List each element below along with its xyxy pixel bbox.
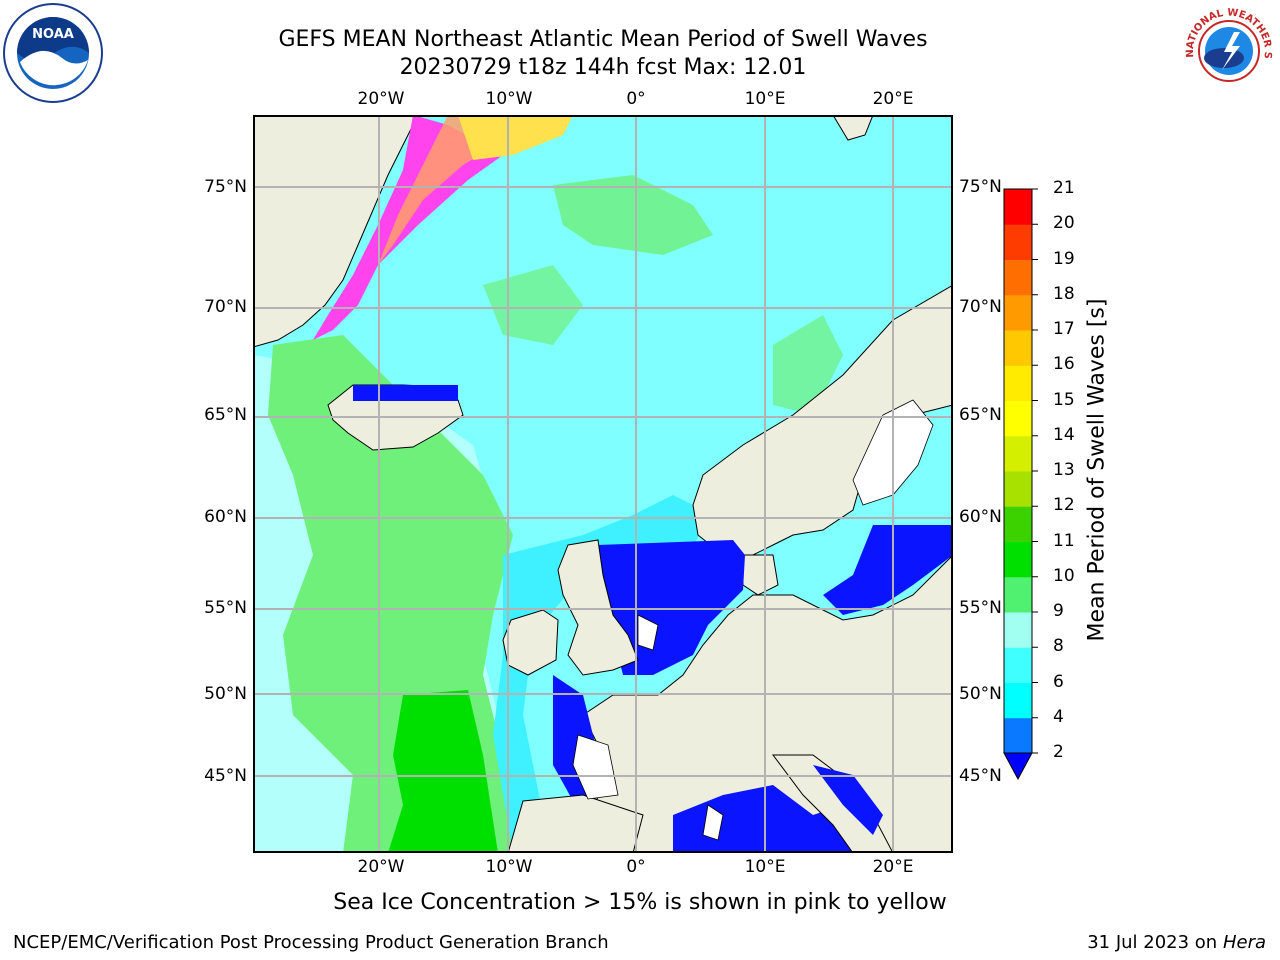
footer-date: 31 Jul 2023 on Hera <box>1087 932 1266 953</box>
colorbar <box>1000 185 1040 785</box>
lon-label-top-0: 0° <box>626 89 646 109</box>
lon-label-bottom-0: 0° <box>626 857 646 877</box>
colorbar-tick-label: 4 <box>1053 706 1064 727</box>
colorbar-tick-label: 11 <box>1053 530 1075 551</box>
colorbar-segment <box>1004 189 1032 225</box>
colorbar-segment <box>1004 576 1032 613</box>
lat-label-right-45n: 45°N <box>959 766 1002 786</box>
colorbar-segment <box>1004 259 1032 296</box>
colorbar-tick-label: 6 <box>1053 671 1064 692</box>
map-title: GEFS MEAN Northeast Atlantic Mean Period… <box>278 27 928 52</box>
colorbar-segment <box>1004 647 1032 683</box>
lon-label-top-20e: 20°E <box>872 89 914 109</box>
sea-baltic <box>823 525 953 615</box>
land-svalbard <box>832 115 874 141</box>
lon-label-top-20w: 20°W <box>357 89 405 109</box>
sea-ice-yellow <box>458 115 573 160</box>
colorbar-tick-label: 19 <box>1053 248 1075 269</box>
lat-label-right-60n: 60°N <box>959 507 1002 527</box>
swell-period-map <box>253 115 953 853</box>
colorbar-segment <box>1004 294 1032 331</box>
missing-data-north-sea <box>637 614 659 651</box>
colorbar-tick-label: 2 <box>1053 742 1064 762</box>
missing-data-biscay <box>572 734 619 800</box>
colorbar-tick-label: 8 <box>1053 636 1064 657</box>
colorbar-tick-label: 14 <box>1053 424 1075 445</box>
colorbar-segment <box>1004 224 1032 260</box>
map-border <box>253 115 953 853</box>
colorbar-segment <box>1004 541 1032 578</box>
colorbar-tick-label: 20 <box>1053 213 1075 234</box>
colorbar-segment <box>1004 471 1032 507</box>
lat-label-right-65n: 65°N <box>959 405 1002 425</box>
map-subtitle: 20230729 t18z 144h fcst Max: 12.01 <box>399 55 807 80</box>
lat-label-left-65n: 65°N <box>204 405 247 425</box>
swell-zone-cyan <box>493 495 713 853</box>
sea-north-iceland <box>353 385 458 401</box>
colorbar-segment <box>1004 682 1032 719</box>
sea-adriatic <box>813 765 883 835</box>
colorbar-segment <box>1004 612 1032 648</box>
land-iberia <box>507 794 644 853</box>
land-italy <box>772 754 894 853</box>
lon-label-top-10e: 10°E <box>744 89 786 109</box>
colorbar-tick-label: 18 <box>1053 283 1075 304</box>
lat-label-left-45n: 45°N <box>204 766 247 786</box>
colorbar-segment <box>1004 506 1032 542</box>
colorbar-segment <box>1004 330 1032 366</box>
sea-mediterranean <box>673 785 893 853</box>
lon-label-bottom-10e: 10°E <box>744 857 786 877</box>
colorbar-segment <box>1004 717 1032 754</box>
colorbar-tick-label: 21 <box>1053 178 1075 198</box>
colorbar-tick-label: 13 <box>1053 460 1075 480</box>
lon-label-top-10w: 10°W <box>485 89 533 109</box>
lat-label-left-55n: 55°N <box>204 598 247 618</box>
lat-label-right-50n: 50°N <box>959 684 1002 704</box>
footer-credit: NCEP/EMC/Verification Post Processing Pr… <box>13 932 609 953</box>
lat-label-left-70n: 70°N <box>204 297 247 317</box>
land-ireland <box>502 609 559 676</box>
missing-data-corsica <box>702 804 724 841</box>
colorbar-title: Mean Period of Swell Waves [s] <box>1084 298 1110 642</box>
colorbar-segment <box>1004 435 1032 472</box>
colorbar-tick-label: 15 <box>1053 389 1075 410</box>
lon-label-bottom-20e: 20°E <box>872 857 914 877</box>
colorbar-tick-label: 9 <box>1053 601 1064 621</box>
land-greenland <box>253 115 419 348</box>
colorbar-svg <box>1003 188 1038 781</box>
footer-machine: Hera <box>1222 932 1266 953</box>
sea-north-sea <box>598 540 745 675</box>
colorbar-tick-label: 10 <box>1053 565 1075 586</box>
noaa-logo-icon: NOAA <box>2 2 104 108</box>
colorbar-segment <box>1004 365 1032 401</box>
colorbar-tick-label: 12 <box>1053 495 1075 516</box>
colorbar-tick-label: 16 <box>1053 354 1075 375</box>
swell-zone-bright-green <box>388 690 498 853</box>
lat-label-right-75n: 75°N <box>959 177 1002 197</box>
map-graticule <box>253 115 953 853</box>
lon-label-bottom-10w: 10°W <box>485 857 533 877</box>
colorbar-extend-arrow <box>1003 752 1033 781</box>
colorbar-tick-label: 17 <box>1053 319 1075 339</box>
nws-logo-icon: NATIONAL WEATHER SERVICE <box>1176 0 1278 104</box>
lat-label-right-55n: 55°N <box>959 598 1002 618</box>
lat-label-left-60n: 60°N <box>204 507 247 527</box>
lon-label-bottom-20w: 20°W <box>357 857 405 877</box>
lat-label-right-70n: 70°N <box>959 297 1002 317</box>
footer-date-text: 31 Jul 2023 on <box>1087 932 1218 953</box>
land-great-britain <box>557 539 639 676</box>
swell-zone-green-north <box>553 175 713 255</box>
sea-ice-note: Sea Ice Concentration > 15% is shown in … <box>333 890 947 915</box>
colorbar-segment <box>1004 400 1032 437</box>
noaa-logo-text: NOAA <box>32 27 74 42</box>
lat-label-left-75n: 75°N <box>204 177 247 197</box>
lat-label-left-50n: 50°N <box>204 684 247 704</box>
